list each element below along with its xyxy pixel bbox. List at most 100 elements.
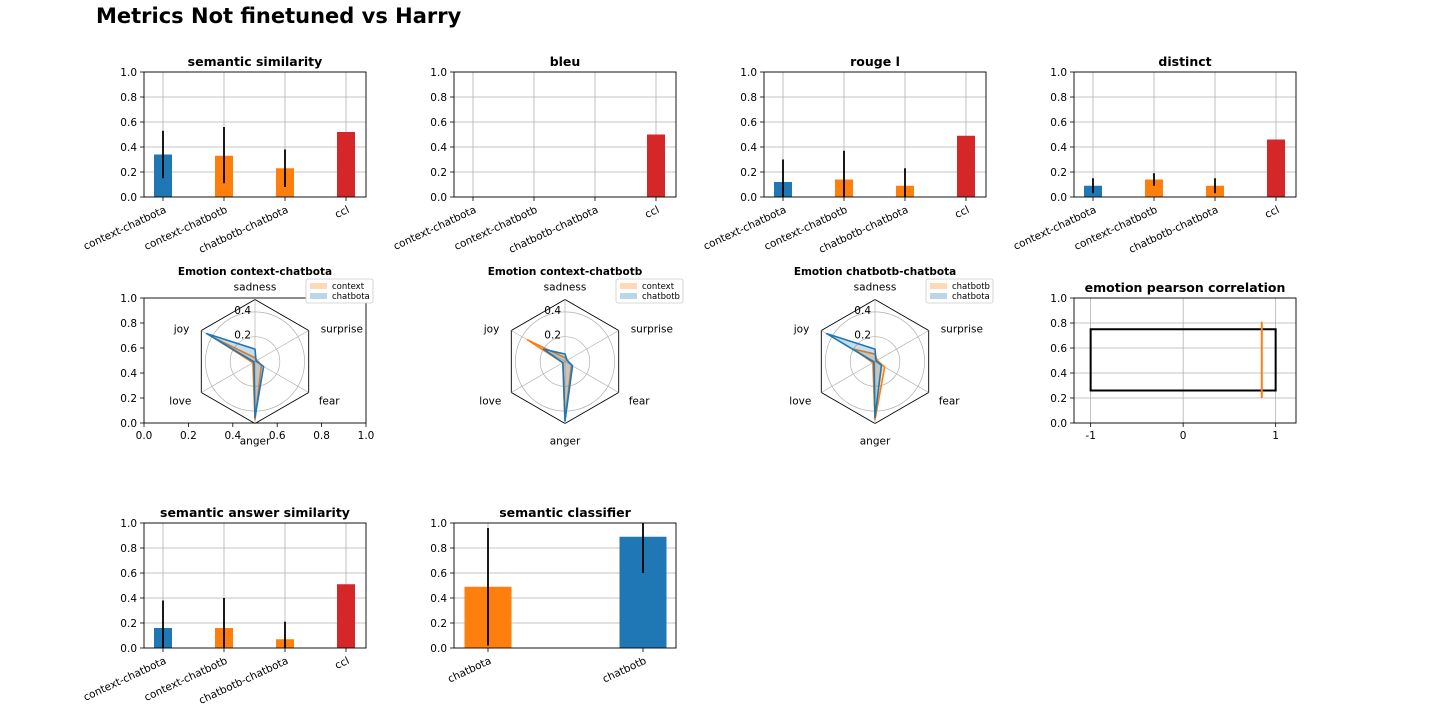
ytick-label: 0.4 xyxy=(430,593,447,605)
legend-swatch xyxy=(620,293,637,299)
chart-title: semantic similarity xyxy=(188,54,323,69)
ytick-label: 1.0 xyxy=(740,67,757,79)
radar-axis-label: fear xyxy=(939,396,961,408)
ytick-label: 0.0 xyxy=(430,643,447,655)
ytick-label: 0.8 xyxy=(120,92,137,104)
ytick-label: 0.0 xyxy=(740,192,757,204)
legend-swatch xyxy=(930,283,947,289)
radar-rtick-label: 0.2 xyxy=(234,330,251,342)
ytick-label: 0.4 xyxy=(120,368,137,380)
radar-axis-label: joy xyxy=(793,324,810,336)
xtick-label: 0.0 xyxy=(136,430,153,442)
ytick-label: 0.2 xyxy=(1050,167,1067,179)
figure-title: Metrics Not finetuned vs Harry xyxy=(96,4,462,28)
radar-spoke xyxy=(564,330,619,362)
box-chart-7: -1 0 1 0.0 0.2 0.4 0.6 0.8 1.0 emotion pearson co… xyxy=(1050,280,1297,442)
radar-rtick-label: 0.2 xyxy=(544,330,561,342)
xtick-label: 0.6 xyxy=(269,430,286,442)
legend-swatch xyxy=(620,283,637,289)
xtick-label: chatbota xyxy=(446,655,493,686)
radar-axis-label: love xyxy=(169,396,191,408)
ytick-label: 0.4 xyxy=(120,593,137,605)
axes-frame xyxy=(763,71,987,198)
xtick-label: ccl xyxy=(333,655,351,672)
radar-rtick-label: 0.2 xyxy=(854,330,871,342)
ytick-label: 0.2 xyxy=(120,167,137,179)
ytick-label: 1.0 xyxy=(120,67,137,79)
ytick-label: 0.4 xyxy=(430,142,447,154)
chart-title: bleu xyxy=(550,54,581,69)
ytick-label: 0.8 xyxy=(120,543,137,555)
radar-axis-label: fear xyxy=(319,396,341,408)
ytick-label: 0.6 xyxy=(120,568,137,580)
radar-series-chatbota xyxy=(205,332,265,419)
ytick-label: 0.6 xyxy=(1050,343,1067,355)
legend-swatch xyxy=(310,293,327,299)
radar-axis-label: sadness xyxy=(544,282,587,294)
radar-axis-label: anger xyxy=(550,436,581,448)
axes-frame xyxy=(453,522,677,649)
bar-chart-3: 0.00.20.40.60.81.0context-chatbotacontex… xyxy=(1012,54,1297,256)
ytick-label: 0.2 xyxy=(430,618,447,630)
bar-chart-1: 0.00.20.40.60.81.0context-chatbotacontex… xyxy=(392,54,677,256)
ytick-label: 0.6 xyxy=(120,343,137,355)
radar-axis-label: fear xyxy=(629,396,651,408)
ytick-label: 0.0 xyxy=(120,418,137,430)
ytick-label: 0.0 xyxy=(120,643,137,655)
legend-box xyxy=(925,278,994,304)
radar-axis-label: anger xyxy=(240,436,271,448)
radar-series-chatbotb xyxy=(542,348,574,422)
radar-axis-label: joy xyxy=(483,324,500,336)
radar-chart-5: 0.2 0.4 sadness surprise fear anger love joy Emo… xyxy=(479,266,684,448)
ytick-label: 0.0 xyxy=(1050,418,1067,430)
ytick-label: 0.0 xyxy=(120,192,137,204)
ytick-label: 0.8 xyxy=(1050,92,1067,104)
xtick-label: 0.8 xyxy=(313,430,330,442)
radar-axis-label: sadness xyxy=(234,282,277,294)
ytick-label: 0.6 xyxy=(120,117,137,129)
ytick-label: 0.0 xyxy=(1050,192,1067,204)
axes-frame xyxy=(1073,297,1297,424)
xtick-label: 0 xyxy=(1180,430,1187,442)
ytick-label: 0.8 xyxy=(430,543,447,555)
radar-series-chatbota xyxy=(825,332,883,419)
ytick-label: 0.6 xyxy=(430,568,447,580)
xtick-label: 0.4 xyxy=(224,430,241,442)
xtick-label: -1 xyxy=(1085,430,1095,442)
chart-title: Emotion context-chatbota xyxy=(178,266,332,278)
ytick-label: 1.0 xyxy=(430,67,447,79)
bar xyxy=(647,134,665,197)
radar-spoke xyxy=(254,330,309,362)
ytick-label: 0.4 xyxy=(120,142,137,154)
radar-axis-label: love xyxy=(789,396,811,408)
radar-axis-label: surprise xyxy=(321,324,363,336)
ytick-label: 0.2 xyxy=(740,167,757,179)
radar-rtick-label: 0.4 xyxy=(544,305,561,317)
bar xyxy=(957,135,975,197)
xtick-label: 0.2 xyxy=(180,430,197,442)
legend-label: context xyxy=(642,282,675,292)
legend-box xyxy=(615,278,684,304)
radar-axis-label: sadness xyxy=(854,282,897,294)
legend-label: chatbotb xyxy=(642,292,680,302)
legend-label: chatbota xyxy=(952,292,990,302)
radar-spoke xyxy=(874,330,929,362)
legend-swatch xyxy=(310,283,327,289)
xtick-label: chatbotb xyxy=(601,655,649,686)
radar-axis-label: joy xyxy=(173,324,190,336)
ytick-label: 1.0 xyxy=(1050,293,1067,305)
ytick-label: 0.2 xyxy=(430,167,447,179)
radar-rtick-label: 0.4 xyxy=(234,305,251,317)
chart-title: rouge l xyxy=(850,54,900,69)
ytick-label: 1.0 xyxy=(120,518,137,530)
legend-label: context xyxy=(332,282,365,292)
bar xyxy=(337,132,355,197)
chart-title: emotion pearson correlation xyxy=(1085,280,1286,295)
legend-label: chatbota xyxy=(332,292,370,302)
radar-rtick-label: 0.4 xyxy=(854,305,871,317)
axes-frame xyxy=(143,71,367,198)
xtick-label: 1 xyxy=(1272,430,1279,442)
radar-spoke xyxy=(201,361,256,393)
ytick-label: 1.0 xyxy=(430,518,447,530)
